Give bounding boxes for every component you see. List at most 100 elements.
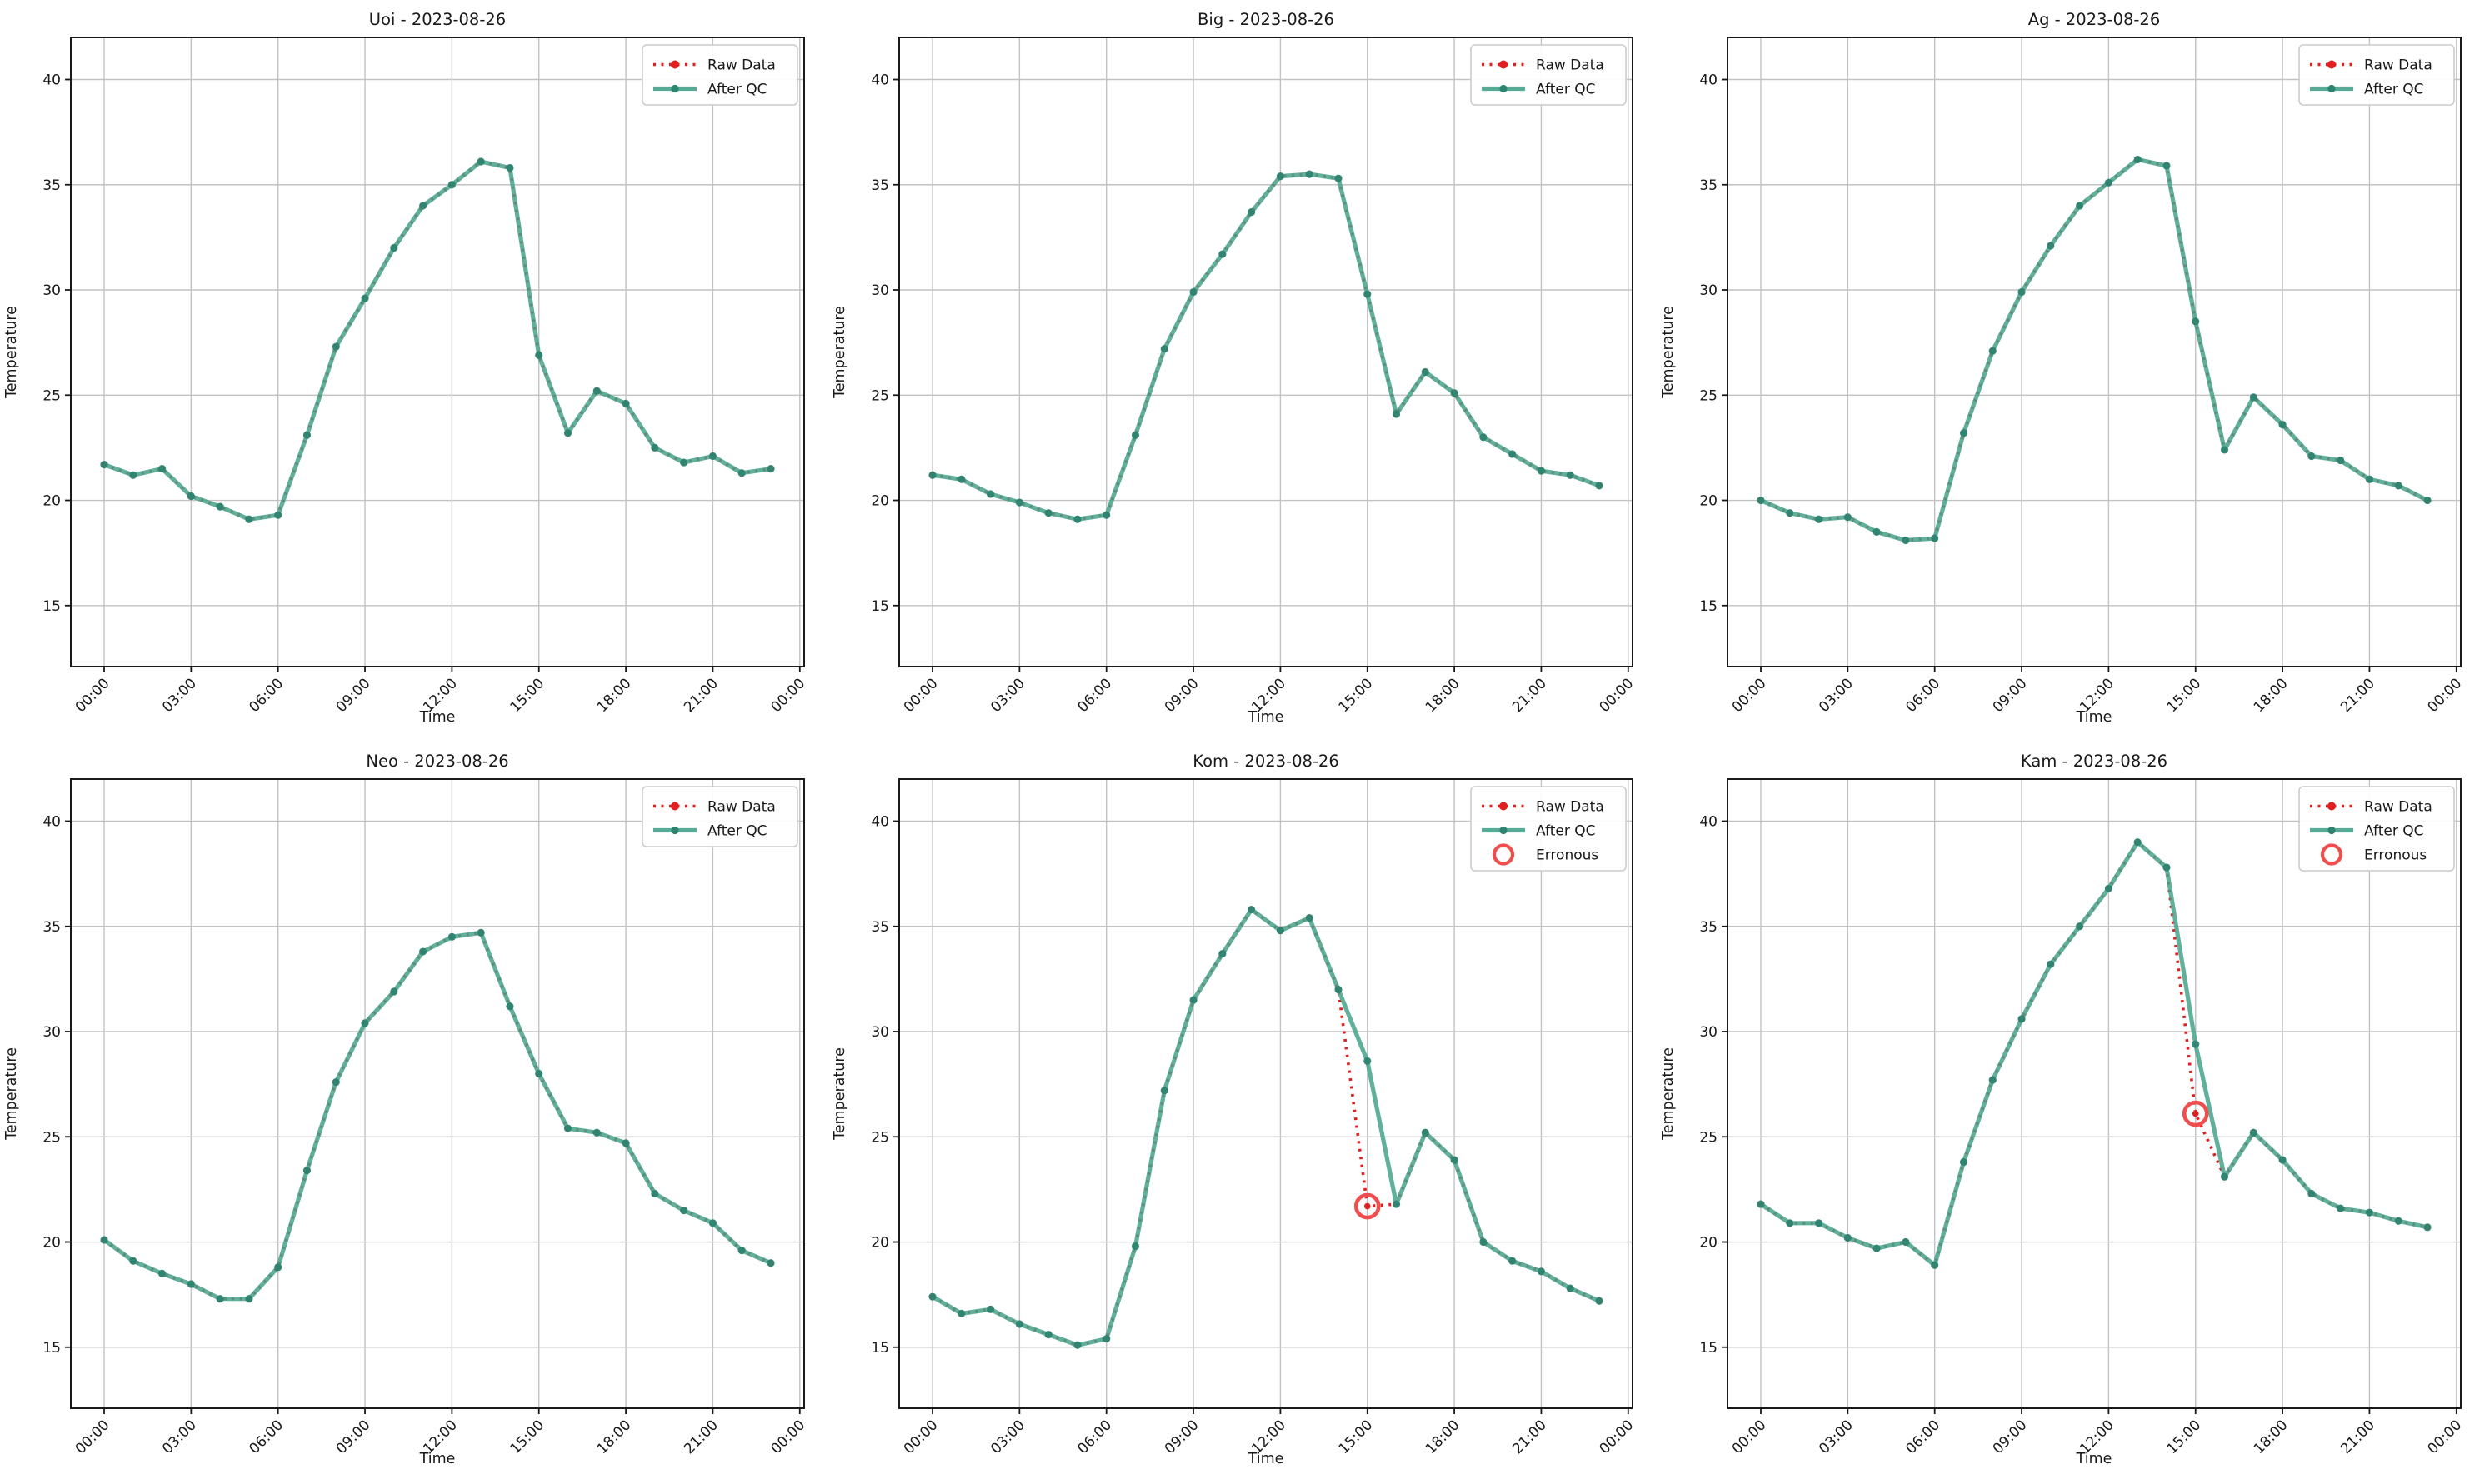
after-qc-point <box>477 928 485 937</box>
after-qc-point <box>1988 1076 1997 1084</box>
legend: Raw Data After QC <box>642 786 798 847</box>
after-qc-point <box>506 1002 514 1011</box>
after-qc-point <box>986 1305 995 1313</box>
legend-raw-marker <box>671 802 679 811</box>
axes-spines <box>70 37 805 667</box>
grid-lines <box>1728 37 2461 667</box>
after-qc-point <box>390 987 398 996</box>
chart-title: Kam - 2023-08-26 <box>2021 752 2168 771</box>
after-qc-markers <box>1757 155 2432 545</box>
after-qc-point <box>1334 985 1342 994</box>
legend-label: After QC <box>2364 82 2423 98</box>
plot-background <box>828 0 1657 742</box>
after-qc-point <box>1595 482 1603 490</box>
after-qc-point <box>2018 1015 2026 1023</box>
after-qc-point <box>1757 496 1765 505</box>
after-qc-point <box>1902 536 1910 545</box>
y-tick-label: 20 <box>871 1235 889 1252</box>
tick-marks <box>65 820 801 1414</box>
after-qc-point <box>2337 456 2345 465</box>
after-qc-point <box>1305 170 1313 178</box>
after-qc-point <box>1757 1200 1765 1208</box>
after-qc-point <box>448 181 456 189</box>
after-qc-point <box>2278 1156 2287 1164</box>
legend: Raw Data After QC <box>642 44 798 106</box>
after-qc-point <box>738 1247 746 1255</box>
after-qc-point <box>958 475 966 483</box>
after-qc-point <box>1189 287 1198 297</box>
after-qc-point <box>680 458 688 467</box>
subplot-big: 00:00 03:00 06:00 09:00 12:00 15:00 18:00 21:00… <box>828 0 1657 742</box>
y-tick-label: 30 <box>871 1024 889 1041</box>
subplot-cell-2: 00:00 03:00 06:00 09:00 12:00 15:00 18:00 21:00… <box>828 0 1657 742</box>
after-qc-point <box>2365 1208 2374 1217</box>
legend-label: After QC <box>1536 82 1595 98</box>
subplot-kam: 00:00 03:00 06:00 09:00 12:00 15:00 18:00 21:00… <box>1657 742 2485 1483</box>
after-qc-point <box>1044 509 1052 517</box>
after-qc-point <box>651 1189 659 1198</box>
after-qc-point <box>1537 1267 1546 1276</box>
after-qc-point <box>563 1124 572 1132</box>
after-qc-point <box>1160 1087 1168 1095</box>
chart-title: Neo - 2023-08-26 <box>366 752 508 771</box>
y-tick-label: 20 <box>42 1235 61 1252</box>
legend-qc-marker <box>2328 84 2336 93</box>
after-qc-point <box>1421 1128 1429 1137</box>
legend: Raw Data After QC <box>2298 44 2455 106</box>
raw-data-point <box>1363 1202 1371 1210</box>
y-tick-label: 25 <box>871 387 889 404</box>
after-qc-point <box>274 511 282 519</box>
y-tick-label: 30 <box>42 1024 61 1041</box>
after-qc-point <box>1537 467 1546 475</box>
after-qc-point <box>1044 1331 1052 1339</box>
y-tick-label: 15 <box>1699 1340 1718 1357</box>
y-tick-label: 40 <box>42 72 61 89</box>
tick-marks <box>893 78 1629 672</box>
axes-spines <box>70 778 805 1409</box>
after-qc-point <box>1450 389 1458 397</box>
after-qc-point <box>2423 496 2432 505</box>
after-qc-point <box>100 1236 108 1244</box>
after-qc-point <box>1392 410 1401 418</box>
erroneous-marker <box>2182 1100 2209 1127</box>
y-tick-label: 20 <box>1699 493 1718 510</box>
after-qc-point <box>2220 446 2229 454</box>
after-qc-point <box>2394 482 2402 490</box>
legend-label: Erronous <box>2364 847 2427 864</box>
grid-lines <box>899 779 1632 1408</box>
after-qc-point <box>680 1207 688 1215</box>
after-qc-point <box>767 465 775 473</box>
raw-data-point <box>2192 1110 2199 1117</box>
after-qc-point <box>592 1128 601 1137</box>
after-qc-point <box>535 1069 543 1078</box>
y-tick-label: 35 <box>871 919 889 936</box>
after-qc-point <box>129 471 138 479</box>
after-qc-point <box>1566 471 1574 479</box>
subplot-neo: 00:00 03:00 06:00 09:00 12:00 15:00 18:00 21:00… <box>0 742 828 1483</box>
y-tick-label: 40 <box>1699 814 1718 831</box>
y-tick-label: 15 <box>1699 598 1718 615</box>
x-axis-label: Time <box>2076 1451 2112 1467</box>
y-tick-label: 20 <box>871 493 889 510</box>
y-tick-label: 40 <box>871 72 889 89</box>
after-qc-point <box>187 1280 195 1288</box>
y-tick-label: 15 <box>871 1340 889 1357</box>
after-qc-point <box>1843 1233 1852 1242</box>
after-qc-point <box>2133 155 2142 164</box>
legend-raw-marker <box>1499 802 1508 811</box>
subplot-uoi: 00:00 03:00 06:00 09:00 12:00 15:00 18:00 21:00… <box>0 0 828 742</box>
after-qc-line <box>931 907 1601 1347</box>
legend-label: Raw Data <box>1536 57 1604 74</box>
subplot-cell-6: 00:00 03:00 06:00 09:00 12:00 15:00 18:00 21:00… <box>1657 742 2485 1483</box>
y-tick-label: 30 <box>1699 1024 1718 1041</box>
after-qc-point <box>1814 515 1823 523</box>
after-qc-point <box>1218 250 1227 258</box>
after-qc-point <box>1959 429 1968 437</box>
y-tick-label: 25 <box>42 387 61 404</box>
y-tick-label: 15 <box>42 1340 61 1357</box>
legend: Raw Data After QC Erronous <box>2298 786 2455 872</box>
y-axis-label: Temperature <box>832 1047 848 1141</box>
after-qc-point <box>216 502 224 511</box>
after-qc-point <box>1015 498 1023 507</box>
